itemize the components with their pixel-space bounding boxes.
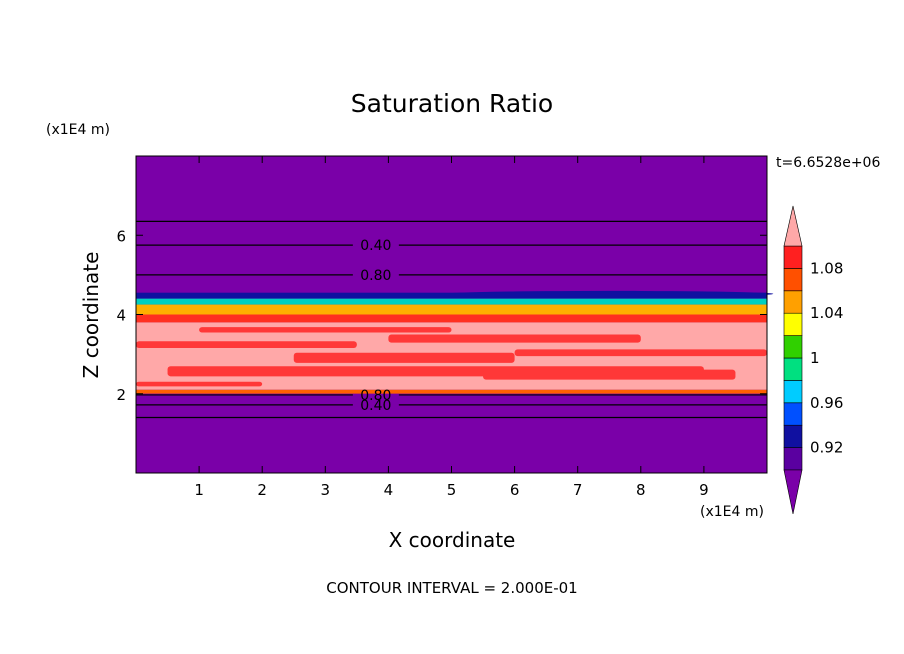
streak-3 — [136, 341, 357, 349]
x-tick-label-2: 3 — [321, 481, 331, 499]
colorbar-swatch-2 — [783, 402, 803, 426]
dry-lens — [445, 290, 774, 297]
streak-7 — [136, 381, 263, 387]
contour-label-1: 0.40 — [360, 238, 391, 254]
y-axis-label: Z coordinate — [79, 252, 103, 379]
band-0 — [136, 156, 767, 293]
chart-title: Saturation Ratio — [351, 89, 553, 118]
time-label: t=6.6528e+06 — [776, 155, 880, 171]
band-7 — [136, 393, 767, 473]
streak-4 — [388, 334, 641, 343]
band-6 — [136, 389, 767, 394]
colorbar-swatch-9 — [783, 245, 803, 269]
colorbar-swatch-4 — [783, 357, 803, 381]
streak-5 — [199, 327, 452, 333]
x-tick-label-7: 8 — [636, 481, 646, 499]
contour-label-3: 0.80 — [360, 388, 391, 404]
x-tick-label-5: 6 — [510, 481, 520, 499]
x-tick-label-0: 1 — [194, 481, 204, 499]
colorbar-swatch-7 — [783, 290, 803, 314]
colorbar: 0.92 0.96 1 1.04 1.08 — [783, 205, 843, 515]
contour-label-4: 0.40 — [360, 398, 391, 414]
x-tick-label-4: 5 — [447, 481, 457, 499]
colorbar-swatch-3 — [783, 380, 803, 404]
colorbar-swatch-8 — [783, 268, 803, 292]
band-3 — [136, 304, 767, 315]
streak-6 — [514, 349, 767, 357]
x-unit-label: (x1E4 m) — [700, 504, 764, 520]
x-tick-label-6: 7 — [573, 481, 583, 499]
contour-interval-note: CONTOUR INTERVAL = 2.000E-01 — [326, 579, 577, 597]
x-axis-label: X coordinate — [389, 528, 516, 552]
band-2 — [136, 298, 767, 305]
y-tick-label-1: 4 — [116, 307, 126, 325]
colorbar-tick-label-3: 1.04 — [810, 304, 843, 322]
x-tick-label-3: 4 — [384, 481, 394, 499]
band-4 — [136, 314, 767, 323]
x-tick-label-8: 9 — [699, 481, 709, 499]
colorbar-over-triangle — [783, 205, 803, 247]
y-unit-label: (x1E4 m) — [46, 122, 110, 138]
colorbar-tick-label-2: 1 — [810, 349, 820, 367]
colorbar-tick-label-4: 1.08 — [810, 259, 843, 277]
colorbar-swatch-0 — [783, 447, 803, 471]
streak-2 — [483, 369, 736, 380]
colorbar-tick-label-1: 0.96 — [810, 394, 843, 412]
streak-1 — [293, 352, 515, 363]
x-tick-label-1: 2 — [257, 481, 267, 499]
y-tick-label-2: 6 — [116, 227, 126, 245]
colorbar-under-triangle — [783, 469, 803, 515]
x-axis-ticks: 1 2 3 4 5 6 7 8 9 — [194, 156, 709, 499]
y-axis-ticks: 2 4 6 — [116, 227, 767, 404]
contour-label-2: 0.80 — [360, 268, 391, 284]
colorbar-swatch-6 — [783, 312, 803, 336]
colorbar-swatch-5 — [783, 335, 803, 359]
colorbar-tick-label-0: 0.92 — [810, 439, 843, 457]
band-1 — [136, 292, 767, 299]
plot-area: 0.400.800.800.40 — [136, 156, 774, 473]
colorbar-swatch-1 — [783, 424, 803, 448]
y-tick-label-0: 2 — [116, 386, 126, 404]
